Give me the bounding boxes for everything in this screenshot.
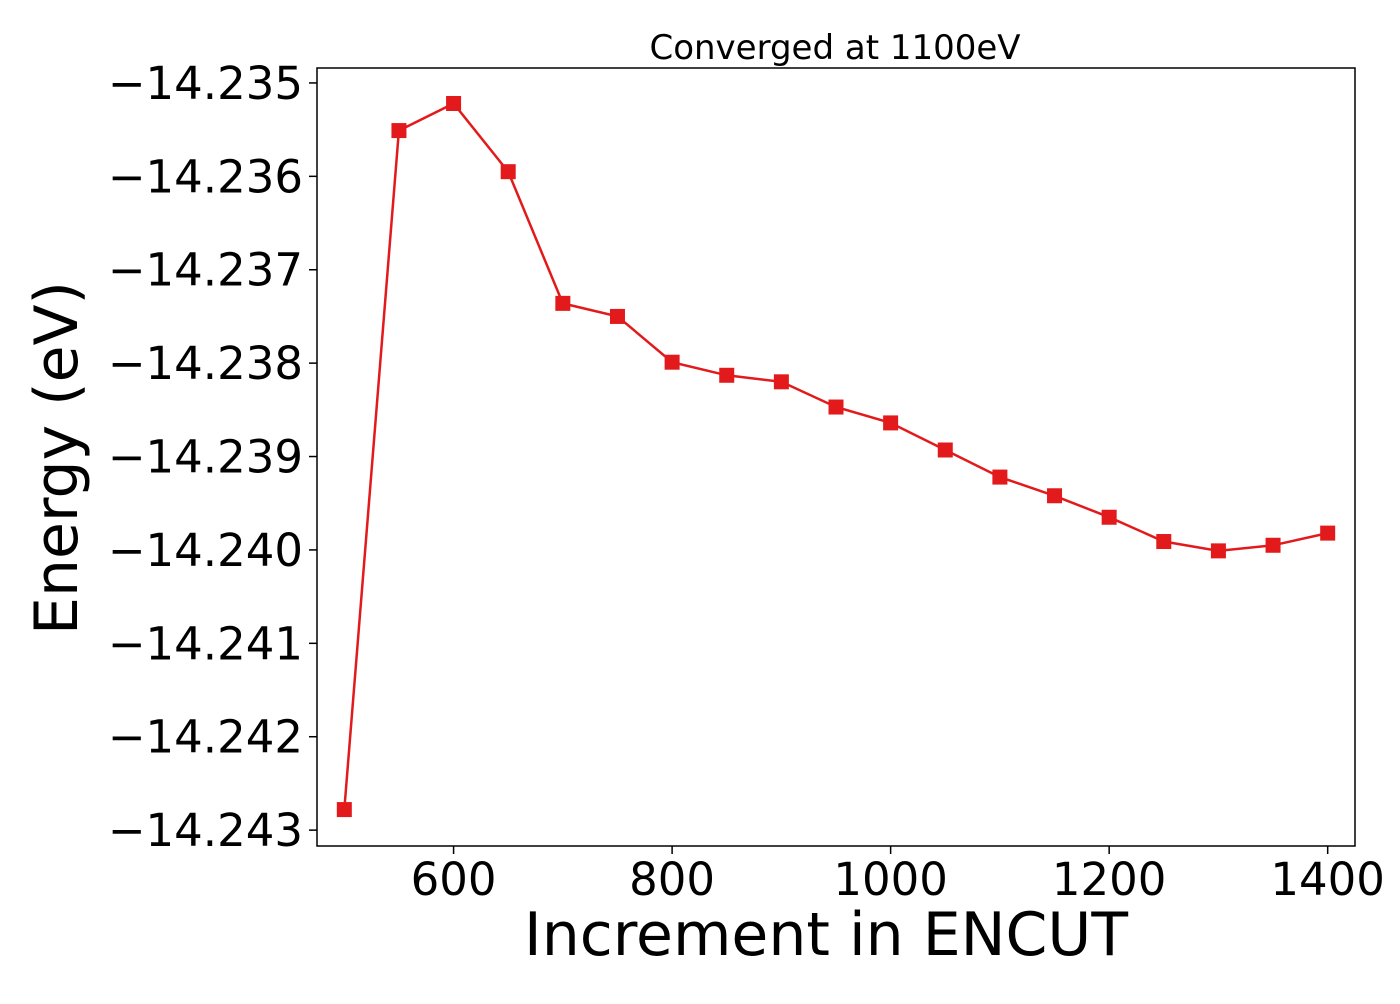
data-point-marker	[719, 367, 735, 383]
y-axis-label: Energy (eV)	[22, 281, 92, 635]
y-tick-label: −14.236	[108, 150, 303, 203]
x-axis: 600 800 1000 1200 1400	[411, 846, 1385, 906]
chart-title: Converged at 1100eV	[649, 28, 1020, 68]
data-point-marker	[883, 415, 899, 431]
data-point-marker	[391, 123, 407, 139]
y-tick-label: −14.237	[108, 244, 303, 297]
data-point-marker	[773, 374, 789, 390]
x-axis-label: Increment in ENCUT	[524, 900, 1128, 970]
data-point-marker	[336, 802, 352, 818]
x-tick-label: 1000	[833, 853, 948, 906]
y-tick-label: −14.239	[108, 431, 303, 484]
data-point-marker	[446, 95, 462, 111]
data-point-marker	[664, 354, 680, 370]
data-point-marker	[1320, 525, 1336, 541]
y-tick-label: −14.243	[108, 804, 303, 857]
y-tick-label: −14.241	[108, 617, 303, 670]
data-point-marker	[1210, 543, 1226, 559]
data-point-marker	[992, 469, 1008, 485]
x-tick-label: 1400	[1270, 853, 1385, 906]
energy-series-line	[343, 101, 1328, 810]
data-point-marker	[609, 308, 625, 324]
x-tick-label: 1200	[1052, 853, 1167, 906]
x-tick-label: 800	[629, 853, 715, 906]
y-tick-label: −14.242	[108, 711, 303, 764]
x-tick-label: 600	[411, 853, 497, 906]
data-point-marker	[1101, 509, 1117, 525]
y-axis: −14.235 −14.236 −14.237 −14.238 −14.239 −14.2…	[108, 57, 317, 857]
y-tick-label: −14.235	[108, 57, 303, 110]
energy-series-markers	[336, 95, 1336, 818]
y-tick-label: −14.240	[108, 524, 303, 577]
data-point-marker	[828, 399, 844, 415]
data-point-marker	[937, 442, 953, 458]
data-point-marker	[1265, 537, 1281, 553]
plot-area-frame	[316, 67, 1356, 847]
data-point-marker	[1156, 534, 1172, 550]
data-point-marker	[500, 164, 516, 180]
y-tick-label: −14.238	[108, 337, 303, 390]
data-point-marker	[555, 295, 571, 311]
data-point-marker	[1047, 488, 1063, 504]
